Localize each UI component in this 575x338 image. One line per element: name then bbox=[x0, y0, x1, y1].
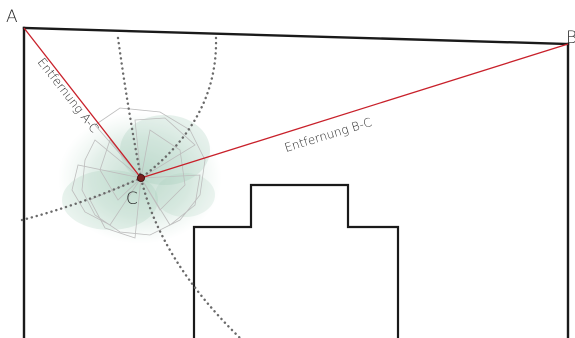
distance-line-a-c bbox=[23, 27, 142, 179]
distance-label-a-c: Entfernung A-C bbox=[35, 55, 102, 135]
point-b-label: B bbox=[566, 28, 575, 48]
point-c-label: C bbox=[126, 189, 138, 209]
point-a-label: A bbox=[6, 7, 18, 27]
inner-room-outline bbox=[192, 183, 400, 338]
distance-label-b-c: Entfernung B-C bbox=[283, 115, 374, 155]
scan-lines bbox=[71, 107, 206, 239]
outer-walls bbox=[22, 26, 570, 338]
distance-line-b-c bbox=[140, 43, 569, 179]
point-c-marker bbox=[136, 173, 145, 182]
